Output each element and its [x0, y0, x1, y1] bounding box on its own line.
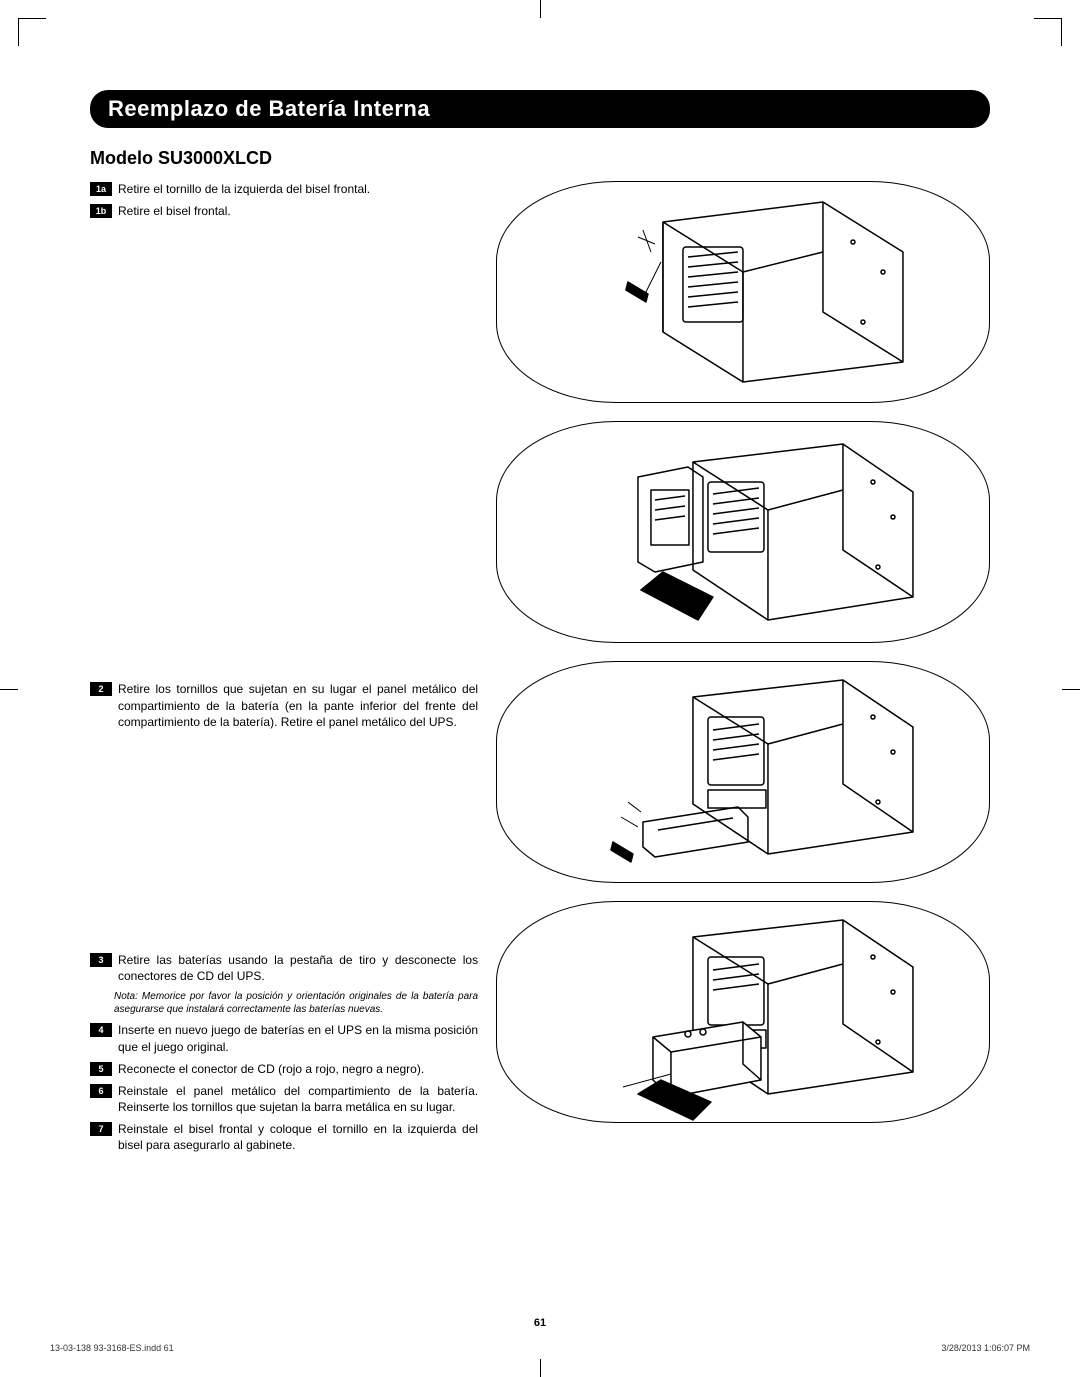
ups-illustration: [497, 902, 989, 1122]
step: 5 Reconecte el conector de CD (rojo a roj…: [90, 1061, 478, 1077]
crop-mark: [540, 0, 541, 18]
crop-mark: [540, 1359, 541, 1377]
page: Reemplazo de Batería Interna Modelo SU30…: [0, 0, 1080, 1377]
crop-mark: [1034, 18, 1062, 19]
figure-caption: 3: [497, 1102, 522, 1122]
section-header: Reemplazo de Batería Interna: [90, 90, 990, 128]
figure-1a: 1a: [496, 181, 990, 403]
step-text: Retire las baterías usando la pestaña de…: [118, 952, 478, 984]
footer-right: 3/28/2013 1:06:07 PM: [941, 1343, 1030, 1353]
model-heading: Modelo SU3000XLCD: [90, 148, 990, 169]
step: 4 Inserte en nuevo juego de baterías en e…: [90, 1022, 478, 1054]
note-text: Nota: Memorice por favor la posición y o…: [114, 990, 478, 1016]
spacer: [90, 736, 478, 952]
crop-mark: [1061, 18, 1062, 46]
spacer: [90, 225, 478, 681]
step: 1b Retire el bisel frontal.: [90, 203, 478, 219]
step-number: 1a: [90, 182, 112, 196]
right-column: 1a: [496, 181, 990, 1160]
step-number: 7: [90, 1122, 112, 1136]
crop-mark: [18, 18, 46, 19]
figure-2: 2: [496, 661, 990, 883]
figure-1b: 1b: [496, 421, 990, 643]
step: 6 Reinstale el panel metálico del compart…: [90, 1083, 478, 1115]
crop-mark: [18, 18, 19, 46]
ups-illustration: [497, 662, 989, 882]
step-number: 4: [90, 1023, 112, 1037]
step: 1a Retire el tornillo de la izquierda del…: [90, 181, 478, 197]
figure-3: 3: [496, 901, 990, 1123]
step-number: 5: [90, 1062, 112, 1076]
ups-illustration: [497, 422, 989, 642]
step-text: Reinstale el panel metálico del comparti…: [118, 1083, 478, 1115]
footer-left: 13-03-138 93-3168-ES.indd 61: [50, 1343, 174, 1353]
figure-caption: 2: [497, 862, 522, 882]
crop-mark: [1062, 689, 1080, 690]
section-title: Reemplazo de Batería Interna: [108, 96, 430, 121]
step: 2 Retire los tornillos que sujetan en su…: [90, 681, 478, 730]
figure-caption: 1a: [497, 382, 528, 402]
ups-illustration: [497, 182, 989, 402]
page-number: 61: [0, 1317, 1080, 1329]
step-text: Retire el tornillo de la izquierda del b…: [118, 181, 370, 197]
step-text: Retire los tornillos que sujetan en su l…: [118, 681, 478, 730]
step-number: 1b: [90, 204, 112, 218]
figure-caption: 1b: [497, 622, 529, 642]
step-number: 6: [90, 1084, 112, 1098]
step-number: 2: [90, 682, 112, 696]
crop-mark: [0, 689, 18, 690]
footer: 13-03-138 93-3168-ES.indd 61 3/28/2013 1…: [50, 1343, 1030, 1353]
step: 3 Retire las baterías usando la pestaña d…: [90, 952, 478, 984]
step-text: Inserte en nuevo juego de baterías en el…: [118, 1022, 478, 1054]
left-column: 1a Retire el tornillo de la izquierda del…: [90, 181, 478, 1160]
columns: 1a Retire el tornillo de la izquierda del…: [90, 181, 990, 1160]
step-text: Reconecte el conector de CD (rojo a rojo…: [118, 1061, 424, 1077]
step-text: Retire el bisel frontal.: [118, 203, 231, 219]
step-text: Reinstale el bisel frontal y coloque el …: [118, 1121, 478, 1153]
content: Modelo SU3000XLCD 1a Retire el tornillo d…: [90, 148, 990, 1160]
step: 7 Reinstale el bisel frontal y coloque el…: [90, 1121, 478, 1153]
step-number: 3: [90, 953, 112, 967]
